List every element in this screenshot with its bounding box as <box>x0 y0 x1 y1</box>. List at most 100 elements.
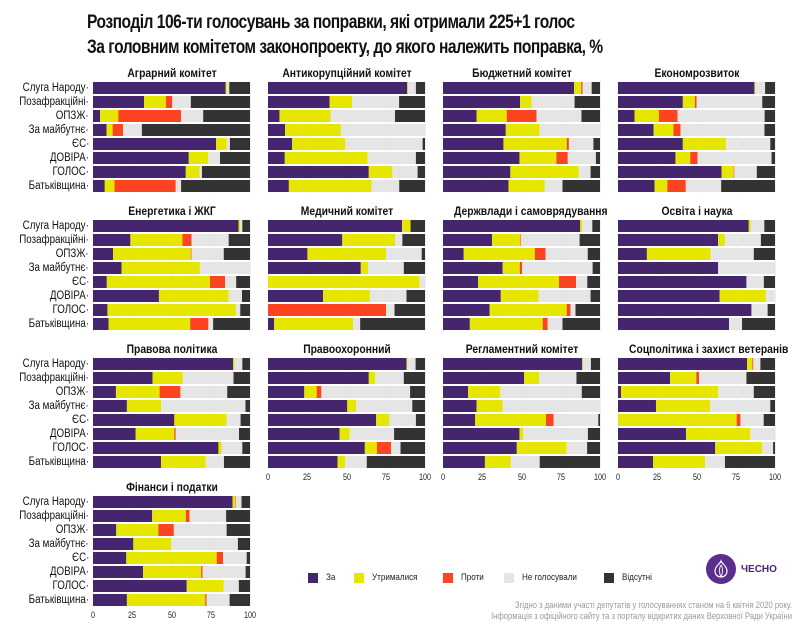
bar-segment-za <box>618 262 719 274</box>
bar-segment-vidsutni <box>763 414 775 426</box>
bar-segment-za <box>618 220 749 232</box>
x-tick-label: 0 <box>615 472 621 482</box>
bar-segment-vidsutni <box>228 234 250 246</box>
bar-segment-vidsutni <box>400 442 425 454</box>
bar-segment-ne-holosuvaly <box>226 82 230 94</box>
bar-segment-proty <box>696 372 700 384</box>
bar-segment-utrymalysia <box>670 372 697 384</box>
bar-segment-utrymalysia <box>476 400 503 412</box>
legend-swatch-ne-holosuvaly <box>504 572 515 583</box>
bar-segment-ne-holosuvaly <box>228 290 242 302</box>
bar-segment-za <box>93 358 234 370</box>
bar-segment-za <box>443 248 464 260</box>
bar-segment-za <box>618 304 752 316</box>
panel-title: Правова політика <box>126 342 218 356</box>
bar-segment-ne-holosuvaly <box>539 372 577 384</box>
bar-segment-utrymalysia <box>574 82 582 94</box>
bar-segment-za <box>443 152 520 164</box>
bar-segment-vidsutni <box>410 386 426 398</box>
bar-segment-za <box>618 180 655 192</box>
bar-segment-utrymalysia <box>268 276 420 288</box>
bar-segment-za <box>93 304 108 316</box>
bar-segment-utrymalysia <box>116 524 159 536</box>
panel-plot <box>93 219 251 331</box>
bar-segment-utrymalysia <box>342 234 396 246</box>
panel-plot <box>618 357 776 469</box>
bar-segment-utrymalysia <box>655 400 711 412</box>
bar-segment-ne-holosuvaly <box>510 456 540 468</box>
bar-segment-za <box>268 234 343 246</box>
bar-segment-ne-holosuvaly <box>240 220 243 232</box>
bar-segment-za <box>443 138 504 150</box>
bar-segment-utrymalysia <box>337 456 346 468</box>
bar-segment-za <box>443 386 469 398</box>
bar-segment-za <box>93 96 145 108</box>
bar-segment-ne-holosuvaly <box>755 82 766 94</box>
y-tick-label: ЄС· <box>71 552 89 564</box>
bar-segment-proty <box>165 96 173 108</box>
bar-segment-ne-holosuvaly <box>407 82 416 94</box>
bar-segment-utrymalysia <box>126 594 206 606</box>
bar-segment-proty <box>559 276 577 288</box>
bar-segment-za <box>443 290 501 302</box>
bar-segment-proty <box>556 152 568 164</box>
bar-segment-utrymalysia <box>368 166 393 178</box>
panel-title: Медичний комітет <box>300 204 394 218</box>
bar-segment-utrymalysia <box>121 262 200 274</box>
bar-segment-vidsutni <box>753 248 776 260</box>
bar-segment-vidsutni <box>746 372 775 384</box>
bar-segment-za <box>618 428 686 440</box>
bar-segment-proty <box>216 552 224 564</box>
bar-segment-za <box>618 152 676 164</box>
y-tick-label: ДОВІРА· <box>49 566 89 578</box>
legend-swatch-proty <box>442 572 453 583</box>
bar-segment-ne-holosuvaly <box>500 386 582 398</box>
bar-segment-ne-holosuvaly <box>225 276 237 288</box>
bar-segment-vidsutni <box>226 524 250 536</box>
y-tick-label: ЄС· <box>71 414 89 426</box>
bar-segment-za <box>443 262 503 274</box>
bar-segment-vidsutni <box>773 442 775 454</box>
bar-segment-utrymalysia <box>160 456 206 468</box>
source-note: Згідно з даними участі депутатів у голос… <box>491 600 792 622</box>
bar-segment-za <box>618 166 722 178</box>
bar-segment-ne-holosuvaly <box>234 358 243 370</box>
y-tick-label: За майбутнє· <box>28 538 89 550</box>
bar-segment-za <box>93 138 217 150</box>
bar-segment-ne-holosuvaly <box>729 318 743 330</box>
bar-segment-vidsutni <box>223 248 250 260</box>
bar-segment-proty <box>182 234 192 246</box>
bar-segment-za <box>618 372 671 384</box>
bar-segment-vidsutni <box>240 304 250 316</box>
bar-segment-ne-holosuvaly <box>547 318 563 330</box>
y-tick-label: Батьківщина· <box>28 456 89 468</box>
bar-segment-ne-holosuvaly <box>182 372 234 384</box>
bar-segment-utrymalysia <box>126 552 217 564</box>
bar-segment-utrymalysia <box>152 510 186 522</box>
bar-segment-ne-holosuvaly <box>205 456 224 468</box>
y-tick-label: ОПЗЖ· <box>56 110 89 122</box>
bar-segment-utrymalysia <box>216 138 227 150</box>
bar-segment-utrymalysia <box>620 386 719 398</box>
bar-segment-za <box>618 248 647 260</box>
bar-segment-vidsutni <box>765 82 775 94</box>
bar-segment-za <box>443 318 470 330</box>
bar-segment-utrymalysia <box>347 400 357 412</box>
bar-segment-za <box>268 220 403 232</box>
bar-segment-proty <box>658 110 678 122</box>
chesno-logo[interactable]: ЧЕСНО <box>706 554 777 584</box>
bar-segment-ne-holosuvaly <box>582 82 592 94</box>
bar-segment-za <box>268 386 305 398</box>
panel-plot <box>443 357 601 469</box>
bar-segment-utrymalysia <box>292 138 346 150</box>
bar-segment-ne-holosuvaly <box>340 124 425 136</box>
bar-segment-utrymalysia <box>685 428 751 440</box>
panel-title: Правоохоронний <box>303 342 391 356</box>
bar-segment-vidsutni <box>598 414 600 426</box>
bar-segment-za <box>93 552 127 564</box>
bar-segment-vidsutni <box>233 372 250 384</box>
bar-segment-za <box>268 428 340 440</box>
bar-segment-vidsutni <box>417 166 425 178</box>
bar-segment-ne-holosuvaly <box>353 318 361 330</box>
bar-segment-vidsutni <box>245 400 250 412</box>
